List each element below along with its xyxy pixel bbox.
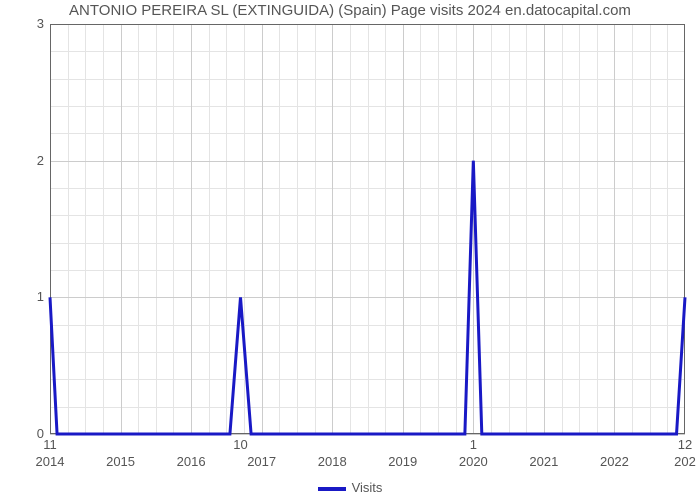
x-tick-label: 2014 <box>36 454 65 469</box>
y-tick-label: 3 <box>14 16 44 31</box>
data-point-label: 12 <box>678 437 692 452</box>
x-tick-label: 2018 <box>318 454 347 469</box>
legend-swatch <box>318 487 346 491</box>
legend-label: Visits <box>352 480 383 495</box>
series-line <box>50 161 685 434</box>
x-tick-label: 2016 <box>177 454 206 469</box>
chart-container: ANTONIO PEREIRA SL (EXTINGUIDA) (Spain) … <box>0 0 700 500</box>
x-tick-label: 2015 <box>106 454 135 469</box>
x-tick-label: 2021 <box>529 454 558 469</box>
x-tick-label: 2022 <box>600 454 629 469</box>
data-point-label: 1 <box>470 437 477 452</box>
x-tick-label-end: 202 <box>674 454 696 469</box>
plot-area <box>50 24 685 434</box>
data-point-label: 10 <box>233 437 247 452</box>
y-tick-label: 1 <box>14 289 44 304</box>
series-line-layer <box>50 24 685 434</box>
x-tick-label: 2017 <box>247 454 276 469</box>
data-point-label: 11 <box>43 437 57 452</box>
chart-title: ANTONIO PEREIRA SL (EXTINGUIDA) (Spain) … <box>0 2 700 19</box>
x-tick-label: 2020 <box>459 454 488 469</box>
y-tick-label: 0 <box>14 426 44 441</box>
y-tick-label: 2 <box>14 153 44 168</box>
x-tick-label: 2019 <box>388 454 417 469</box>
legend: Visits <box>0 480 700 495</box>
